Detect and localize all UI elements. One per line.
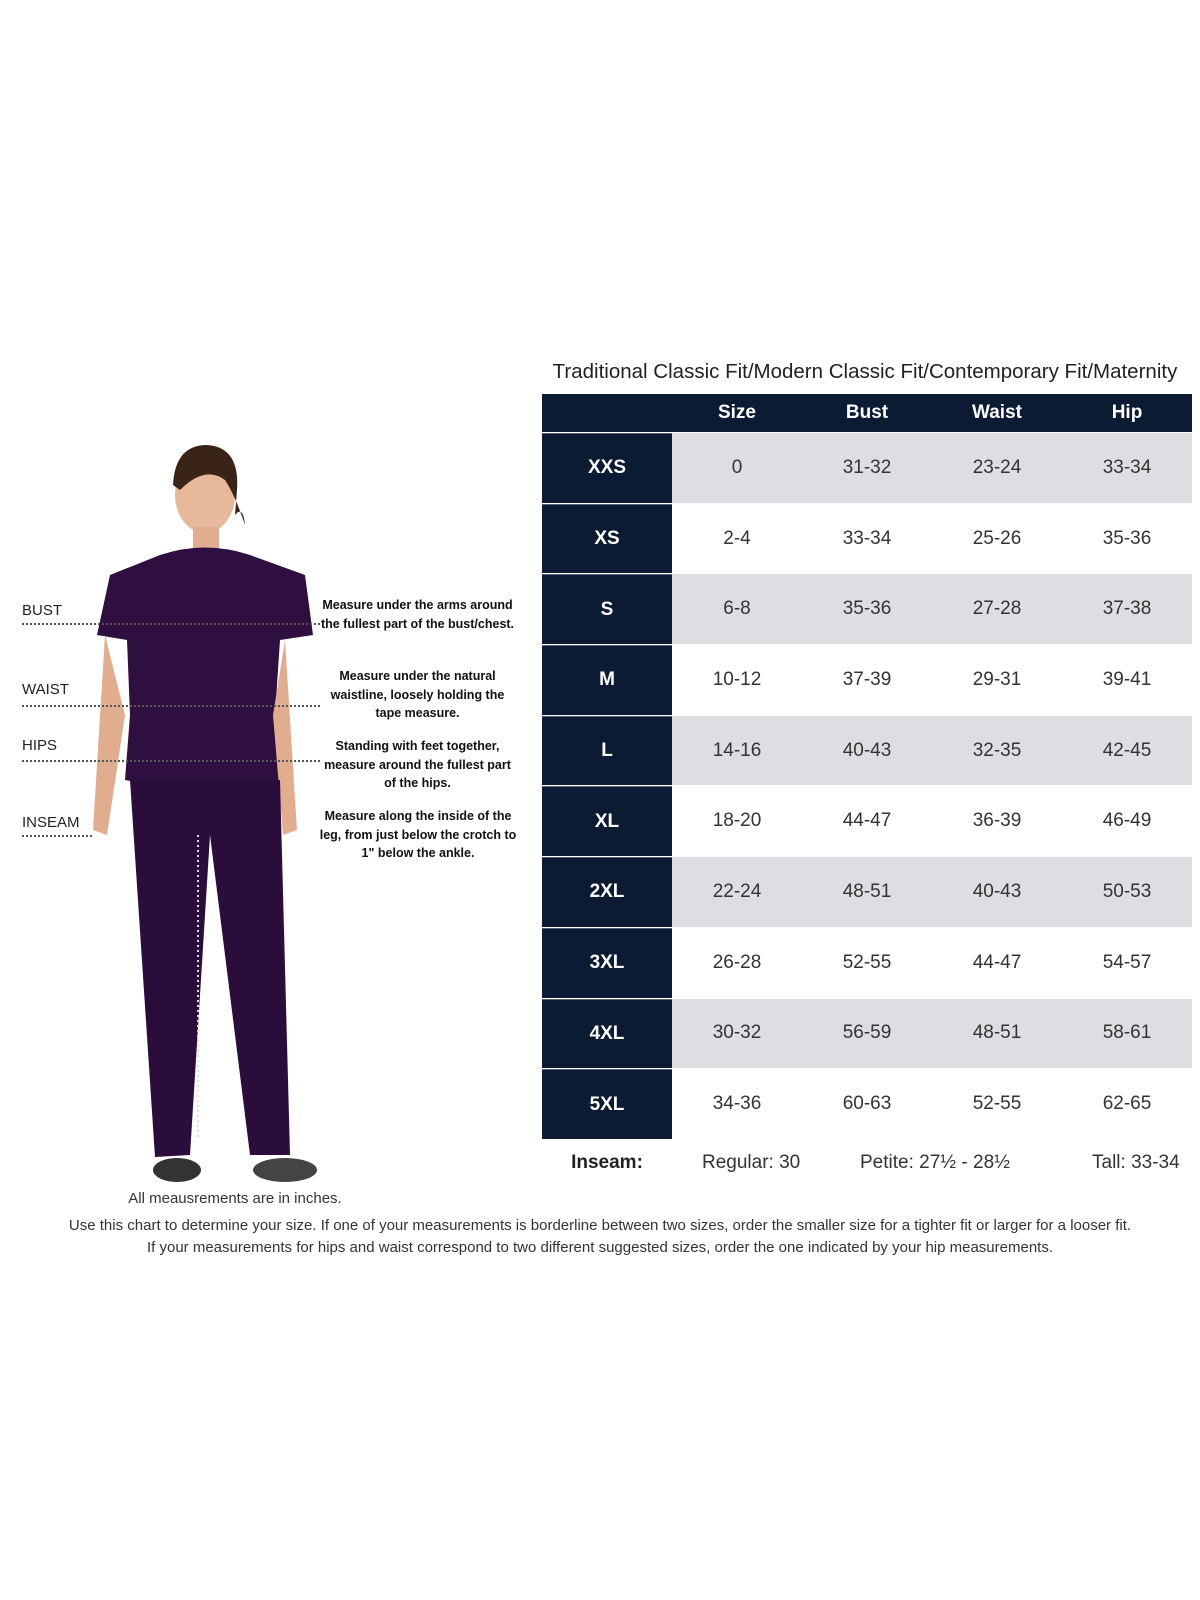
table-row: XXS 0 31-32 23-24 33-34 [542, 432, 1192, 503]
bust-dotted-line [22, 623, 320, 625]
header-waist: Waist [972, 402, 1022, 423]
numeric-size-cell: 2-4 [723, 527, 751, 549]
table-row: 5XL 34-36 60-63 52-55 62-65 [542, 1068, 1192, 1139]
hips-description: Standing with feet together, measure aro… [324, 739, 511, 790]
hips-dotted-line [22, 760, 320, 762]
waist-cell: 23-24 [972, 456, 1022, 478]
bust-cell: 37-39 [842, 668, 892, 690]
hip-cell: 46-49 [1102, 810, 1152, 832]
size-cell: 5XL [542, 1069, 672, 1139]
waist-cell: 48-51 [972, 1022, 1022, 1044]
bust-cell: 35-36 [842, 598, 892, 620]
inseam-measure-label: INSEAM [22, 814, 80, 831]
numeric-size-cell: 10-12 [712, 668, 762, 690]
hip-cell: 62-65 [1102, 1093, 1152, 1115]
hips-label: HIPS [22, 737, 58, 754]
inseam-petite: Petite: 27½ - 28½ [860, 1152, 1010, 1173]
table-row: M 10-12 37-39 29-31 39-41 [542, 644, 1192, 715]
table-row: 4XL 30-32 56-59 48-51 58-61 [542, 997, 1192, 1069]
size-cell: XL [542, 786, 672, 857]
size-table: Size Bust Waist Hip XXS 0 31-32 23-24 33-34 X… [542, 394, 1192, 1139]
size-cell: 4XL [542, 998, 672, 1069]
hip-cell: 42-45 [1102, 739, 1152, 761]
bust-cell: 33-34 [842, 527, 892, 549]
bust-cell: 48-51 [842, 880, 892, 902]
numeric-size-cell: 0 [731, 456, 743, 478]
table-row: L 14-16 40-43 32-35 42-45 [542, 714, 1192, 786]
hip-cell: 50-53 [1102, 880, 1152, 902]
header-hip: Hip [1111, 402, 1143, 423]
size-cell: XXS [542, 433, 672, 503]
numeric-size-cell: 6-8 [723, 598, 751, 620]
table-row: XL 18-20 44-47 36-39 46-49 [542, 785, 1192, 857]
header-size: Size [717, 402, 757, 423]
size-cell: M [542, 645, 672, 715]
size-cell: S [542, 574, 672, 645]
bust-label: BUST [22, 602, 63, 619]
model-figure-drawing [93, 445, 317, 1182]
inseam-dotted-line [22, 835, 92, 837]
table-row: 2XL 22-24 48-51 40-43 50-53 [542, 856, 1192, 927]
hip-cell: 39-41 [1102, 668, 1152, 690]
numeric-size-cell: 30-32 [712, 1022, 762, 1044]
bust-cell: 40-43 [842, 739, 892, 761]
waist-label: WAIST [22, 681, 69, 698]
inseam-description: Measure along the inside of the leg, fro… [319, 809, 517, 860]
waist-cell: 32-35 [972, 739, 1022, 761]
bust-description: Measure under the arms around the fulles… [320, 598, 515, 631]
waist-cell: 40-43 [972, 880, 1022, 902]
inseam-row: Inseam: Regular: 30 Petite: 27½ - 28½ Ta… [542, 1152, 1192, 1174]
waist-dotted-line [22, 705, 320, 707]
sizing-note-1: Use this chart to determine your size. I… [68, 1217, 1132, 1234]
table-header: Size Bust Waist Hip [542, 394, 1192, 432]
bust-cell: 31-32 [842, 456, 892, 478]
size-cell: 3XL [542, 927, 672, 998]
waist-cell: 27-28 [972, 598, 1022, 620]
waist-description: Measure under the natural waistline, loo… [330, 669, 505, 720]
waist-cell: 36-39 [972, 810, 1022, 832]
inseam-tall: Tall: 33-34 [1092, 1152, 1180, 1173]
size-cell: 2XL [542, 857, 672, 927]
bust-cell: 44-47 [842, 810, 892, 832]
bust-cell: 60-63 [842, 1093, 892, 1115]
units-note: All meausrements are in inches. [128, 1190, 342, 1207]
header-bust: Bust [845, 402, 889, 423]
hip-cell: 37-38 [1102, 598, 1152, 620]
table-row: S 6-8 35-36 27-28 37-38 [542, 573, 1192, 645]
bust-cell: 52-55 [842, 951, 892, 973]
chart-title: Traditional Classic Fit/Modern Classic F… [552, 360, 1178, 383]
table-row: 3XL 26-28 52-55 44-47 54-57 [542, 926, 1192, 998]
size-cell: L [542, 715, 672, 786]
hip-cell: 54-57 [1102, 951, 1152, 973]
numeric-size-cell: 26-28 [712, 951, 762, 973]
numeric-size-cell: 14-16 [712, 739, 762, 761]
inseam-regular: Regular: 30 [702, 1152, 801, 1173]
numeric-size-cell: 22-24 [712, 880, 762, 902]
waist-cell: 25-26 [972, 527, 1022, 549]
model-figure [93, 445, 317, 1182]
hip-cell: 33-34 [1102, 456, 1152, 478]
numeric-size-cell: 34-36 [712, 1093, 762, 1115]
hip-cell: 58-61 [1102, 1022, 1152, 1044]
numeric-size-cell: 18-20 [712, 810, 762, 832]
size-cell: XS [542, 503, 672, 574]
inseam-label: Inseam: [571, 1152, 643, 1173]
hip-cell: 35-36 [1102, 527, 1152, 549]
sizing-note-2: If your measurements for hips and waist … [146, 1239, 1054, 1256]
table-row: XS 2-4 33-34 25-26 35-36 [542, 502, 1192, 574]
bust-cell: 56-59 [842, 1022, 892, 1044]
waist-cell: 29-31 [972, 668, 1022, 690]
waist-cell: 52-55 [972, 1093, 1022, 1115]
waist-cell: 44-47 [972, 951, 1022, 973]
